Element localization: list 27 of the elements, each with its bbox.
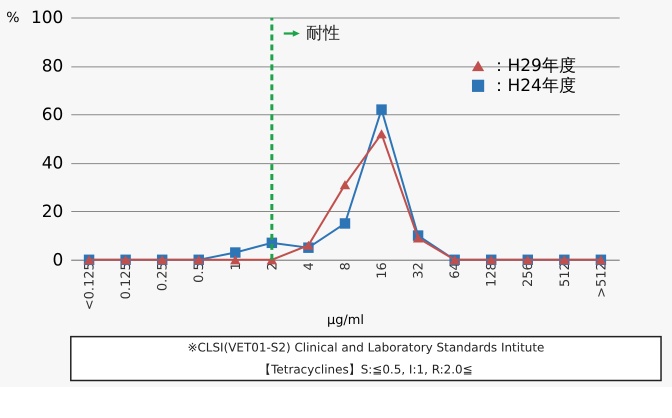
point (303, 240, 314, 250)
x-tick-label: 16 (375, 262, 390, 279)
legend-label: ：H29年度 (490, 54, 576, 75)
point (340, 180, 350, 190)
point (376, 104, 387, 115)
x-tick-label: 32 (412, 262, 427, 279)
x-tick-label: 2 (265, 262, 280, 271)
x-tick-label: 4 (302, 262, 317, 271)
text: 【Tetracyclines】S:≦0.5, I:1, R:2.0≦ (259, 362, 473, 376)
ref-line-label: 耐性 (306, 22, 340, 42)
text: ※CLSI(VET01-S2) Clinical and Laboratory Standards Intitute (187, 340, 544, 355)
point (376, 129, 387, 138)
point (412, 233, 424, 243)
y-tick-label: 100 (30, 7, 64, 28)
point (230, 255, 241, 264)
x-tick-label: 1 (228, 262, 244, 271)
x-tick-label: 8 (338, 262, 354, 271)
y-tick-label: 80 (42, 55, 64, 76)
y-tick-label: 0 (52, 249, 64, 270)
y-tick-label: 20 (42, 200, 64, 221)
y-axis-title: % (6, 10, 20, 26)
y-tick-label: 40 (42, 152, 64, 172)
point (340, 218, 350, 229)
legend-label: ：H24年度 (490, 74, 576, 95)
point (230, 247, 241, 258)
y-tick-label: 60 (42, 104, 64, 124)
x-axis-title: μg/ml (326, 313, 364, 328)
